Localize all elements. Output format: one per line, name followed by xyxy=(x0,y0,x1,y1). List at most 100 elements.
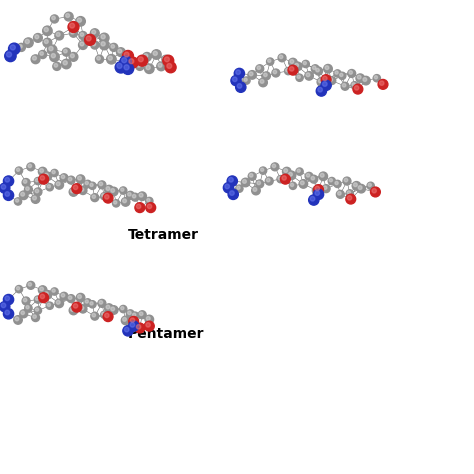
Circle shape xyxy=(122,63,134,74)
Circle shape xyxy=(61,175,65,179)
Circle shape xyxy=(314,185,323,194)
Circle shape xyxy=(321,80,331,91)
Circle shape xyxy=(46,183,54,191)
Circle shape xyxy=(244,78,247,82)
Circle shape xyxy=(138,311,146,319)
Circle shape xyxy=(305,72,313,80)
Circle shape xyxy=(40,287,44,291)
Circle shape xyxy=(5,177,9,182)
Circle shape xyxy=(303,62,307,65)
Circle shape xyxy=(80,188,84,191)
Circle shape xyxy=(135,323,145,333)
Circle shape xyxy=(23,180,27,183)
Circle shape xyxy=(283,167,291,176)
Circle shape xyxy=(353,84,363,94)
Circle shape xyxy=(98,300,106,307)
Circle shape xyxy=(5,191,9,196)
Circle shape xyxy=(163,55,173,66)
Circle shape xyxy=(346,194,356,204)
Circle shape xyxy=(145,321,154,331)
Circle shape xyxy=(291,183,294,187)
Circle shape xyxy=(338,72,346,80)
Circle shape xyxy=(128,321,139,331)
Circle shape xyxy=(63,61,67,65)
Circle shape xyxy=(114,201,117,204)
Circle shape xyxy=(76,175,85,183)
Circle shape xyxy=(260,80,264,83)
Circle shape xyxy=(123,318,127,321)
Circle shape xyxy=(69,306,78,315)
Circle shape xyxy=(38,286,47,294)
Circle shape xyxy=(118,49,122,53)
Circle shape xyxy=(71,189,74,193)
Circle shape xyxy=(55,181,64,189)
Circle shape xyxy=(355,86,359,90)
Circle shape xyxy=(79,187,87,194)
Circle shape xyxy=(367,182,374,190)
Circle shape xyxy=(122,51,134,62)
Circle shape xyxy=(106,305,110,309)
Circle shape xyxy=(356,74,365,82)
Circle shape xyxy=(297,75,301,79)
Circle shape xyxy=(34,188,42,196)
Circle shape xyxy=(127,57,138,68)
Circle shape xyxy=(31,55,40,64)
Circle shape xyxy=(144,54,148,58)
Circle shape xyxy=(89,301,96,308)
Circle shape xyxy=(124,52,129,57)
Circle shape xyxy=(35,35,39,39)
Circle shape xyxy=(69,188,78,196)
Circle shape xyxy=(109,44,118,52)
Circle shape xyxy=(287,171,296,180)
Circle shape xyxy=(21,311,25,315)
Circle shape xyxy=(15,317,19,321)
Circle shape xyxy=(368,183,372,187)
Circle shape xyxy=(117,48,125,56)
Circle shape xyxy=(128,192,131,196)
Circle shape xyxy=(132,194,136,198)
Circle shape xyxy=(89,182,96,190)
Circle shape xyxy=(91,194,99,201)
Circle shape xyxy=(348,70,356,77)
Circle shape xyxy=(284,169,288,173)
Circle shape xyxy=(3,190,14,201)
Circle shape xyxy=(62,59,71,69)
Circle shape xyxy=(352,182,361,190)
Circle shape xyxy=(378,80,388,89)
Circle shape xyxy=(22,179,30,186)
Circle shape xyxy=(341,82,349,90)
Circle shape xyxy=(290,67,294,71)
Circle shape xyxy=(225,184,229,189)
Circle shape xyxy=(31,195,40,203)
Circle shape xyxy=(91,312,99,320)
Circle shape xyxy=(101,42,105,46)
Circle shape xyxy=(135,203,145,212)
Circle shape xyxy=(84,180,91,188)
Circle shape xyxy=(71,30,74,34)
Circle shape xyxy=(52,289,55,292)
Circle shape xyxy=(35,189,39,193)
Circle shape xyxy=(328,177,336,185)
Circle shape xyxy=(53,63,61,71)
Circle shape xyxy=(40,294,45,299)
Circle shape xyxy=(335,182,338,185)
Circle shape xyxy=(111,307,115,311)
Circle shape xyxy=(127,191,134,199)
Circle shape xyxy=(229,191,234,195)
Circle shape xyxy=(5,296,9,301)
Circle shape xyxy=(232,77,237,82)
Circle shape xyxy=(317,78,326,86)
Circle shape xyxy=(49,46,53,51)
Circle shape xyxy=(315,67,322,75)
Circle shape xyxy=(314,188,318,191)
Circle shape xyxy=(253,188,257,191)
Circle shape xyxy=(236,82,246,92)
Circle shape xyxy=(80,42,84,46)
Circle shape xyxy=(122,58,127,63)
Circle shape xyxy=(146,323,150,327)
Circle shape xyxy=(131,312,139,319)
Circle shape xyxy=(243,180,246,183)
Circle shape xyxy=(372,189,376,193)
Circle shape xyxy=(112,200,120,207)
Circle shape xyxy=(289,173,292,176)
